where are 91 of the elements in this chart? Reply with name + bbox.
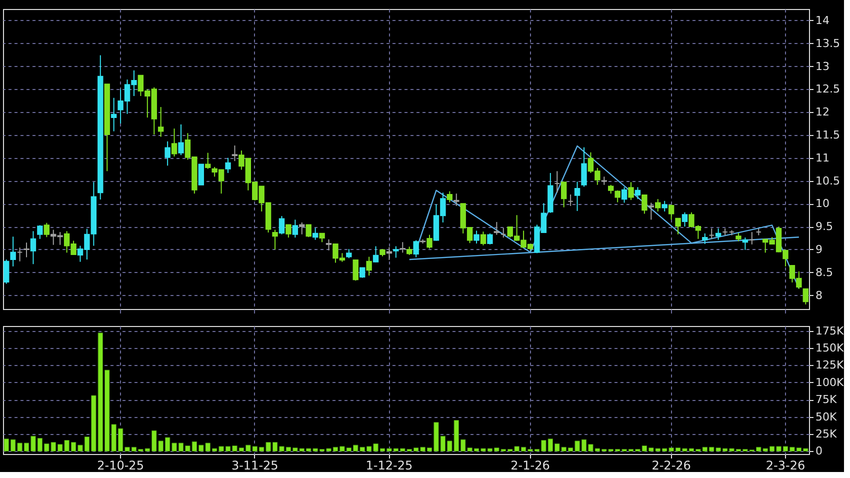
y-tick-label: 13 [816, 60, 830, 73]
candlestick [662, 200, 668, 212]
candlestick [312, 227, 318, 240]
candlestick [494, 221, 500, 236]
candlestick [621, 186, 628, 204]
x-tick-label: 1-12-25 [366, 458, 413, 472]
candlestick [708, 228, 714, 240]
candlestick [292, 219, 298, 238]
y-tick-label: 9 [816, 242, 822, 256]
y-tick-label: 25K [816, 428, 838, 441]
candlestick [628, 182, 634, 200]
y-tick-label: 10.5 [816, 174, 840, 188]
y-tick-label: 14 [816, 14, 830, 27]
candlestick [346, 248, 352, 259]
candlestick [10, 236, 16, 267]
candlestick [400, 242, 406, 254]
candlestick [198, 164, 204, 186]
y-tick-label: 75K [816, 393, 838, 406]
x-tick-label: 2-1-26 [510, 458, 550, 472]
candlestick [682, 212, 688, 228]
candlestick [560, 182, 567, 208]
candlestick [158, 106, 164, 138]
candlestick [614, 190, 620, 203]
candlestick [44, 222, 50, 238]
candlestick [352, 259, 358, 282]
candlestick [4, 259, 10, 284]
x-tick-label: 2-3-26 [766, 458, 806, 472]
candlestick [205, 152, 211, 170]
y-tick-label: 10 [816, 197, 830, 210]
candlestick [675, 218, 681, 235]
candlestick [393, 246, 399, 258]
candlestick [454, 193, 460, 206]
y-tick-label: 150K [816, 342, 844, 355]
y-tick-label: 12 [816, 106, 830, 119]
candlestick [30, 230, 36, 265]
candlestick [16, 247, 23, 262]
candlestick [574, 181, 580, 212]
y-tick-label: 175K [816, 324, 844, 338]
candlestick [715, 228, 722, 240]
y-tick-label: 8.5 [816, 266, 833, 279]
candlestick [272, 229, 278, 250]
candlestick [749, 232, 755, 245]
candlestick [802, 288, 808, 305]
candlestick [386, 246, 392, 260]
candlestick [554, 170, 560, 194]
candlestick [728, 230, 735, 236]
candlestick [480, 231, 486, 246]
y-tick-label: 12.5 [816, 82, 840, 96]
y-tick-label: 9.5 [816, 220, 833, 234]
candlestick [366, 256, 372, 276]
y-tick-label: 125K [816, 358, 844, 372]
candlestick [668, 204, 674, 220]
candlestick [326, 238, 332, 251]
candlestick [225, 157, 231, 174]
y-tick-label: 11.5 [816, 128, 840, 142]
candlestick [500, 227, 506, 238]
candlestick [372, 246, 379, 263]
candlestick [24, 242, 30, 258]
candlestick [702, 232, 708, 244]
y-tick-label: 0 [816, 444, 822, 458]
candlestick [634, 186, 641, 200]
candlestick [568, 194, 574, 206]
y-tick-label: 8 [816, 288, 822, 302]
candlestick [110, 97, 117, 132]
candlestick [306, 224, 312, 238]
candlestick [581, 146, 587, 188]
x-tick-label: 2-10-25 [97, 458, 144, 472]
candlestick [446, 190, 453, 203]
y-tick-label: 50K [816, 410, 838, 424]
y-tick-label: 100K [816, 376, 844, 389]
candlestick [232, 144, 238, 162]
candlestick [413, 240, 419, 258]
x-tick-label: 2-2-26 [652, 458, 691, 472]
candlestick [487, 232, 493, 245]
candlestick [37, 224, 43, 240]
candlestick [171, 128, 178, 157]
candlestick [642, 194, 648, 214]
x-tick-label: 3-11-25 [231, 458, 278, 472]
candlestick [474, 230, 480, 244]
candlestick [426, 234, 432, 250]
candlestick [742, 237, 748, 250]
candlestick [178, 124, 184, 156]
candlestick [655, 198, 661, 212]
candlestick [164, 140, 170, 166]
candlestick [286, 224, 292, 238]
candlestick [648, 202, 654, 220]
candlestick [359, 267, 366, 278]
candlestick [299, 222, 305, 235]
y-tick-label: 11 [816, 151, 830, 164]
y-tick-label: 13.5 [816, 36, 840, 50]
candlestick [278, 216, 285, 235]
